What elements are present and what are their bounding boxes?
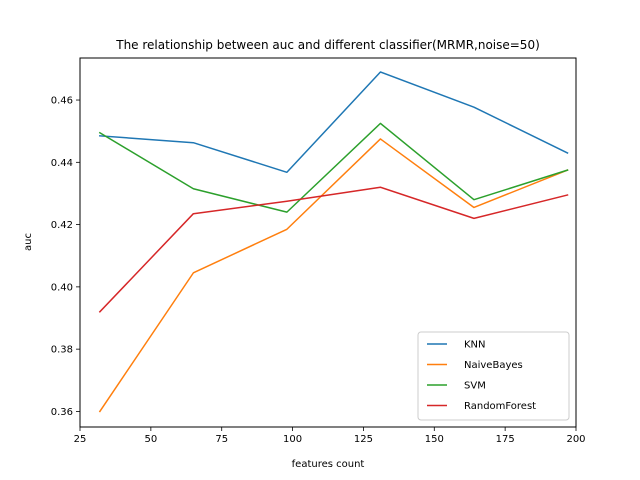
legend-label: RandomForest [464,401,536,412]
series-layer [98,71,569,413]
y-axis-label: auc [23,233,34,251]
plot-frame [79,57,577,428]
x-axis-label: features count [292,459,365,470]
legend: KNN NaiveBayes SVM RandomForest [417,331,570,421]
y-tick-label: 0.36 [51,407,73,418]
y-tick-label: 0.42 [51,220,73,231]
y-tick-label: 0.44 [51,158,73,169]
ticks-layer: 25 50 75 100 125 150 175 200 0.36 0.38 0.40 0.42 0.4… [51,96,586,445]
x-tick-label: 175 [496,434,515,445]
legend-label: SVM [464,381,486,392]
x-tick-label: 100 [283,434,302,445]
x-tick-label: 150 [425,434,444,445]
y-tick-label: 0.40 [51,282,73,293]
series-line-naivebayes [98,138,569,413]
x-tick-label: 25 [74,434,87,445]
legend-box [417,331,570,421]
series-line-knn [99,71,569,174]
y-tick-label: 0.38 [51,345,73,356]
legend-label: NaiveBayes [464,360,523,371]
x-tick-label: 75 [215,434,228,445]
legend-label: KNN [464,340,486,351]
chart-title: The relationship between auc and differe… [115,38,540,52]
y-tick-label: 0.46 [51,96,73,107]
x-tick-label: 125 [354,434,373,445]
series-line-svm [98,122,569,213]
series-line-randomforest [98,186,569,313]
x-tick-label: 50 [144,434,157,445]
x-tick-label: 200 [566,434,585,445]
